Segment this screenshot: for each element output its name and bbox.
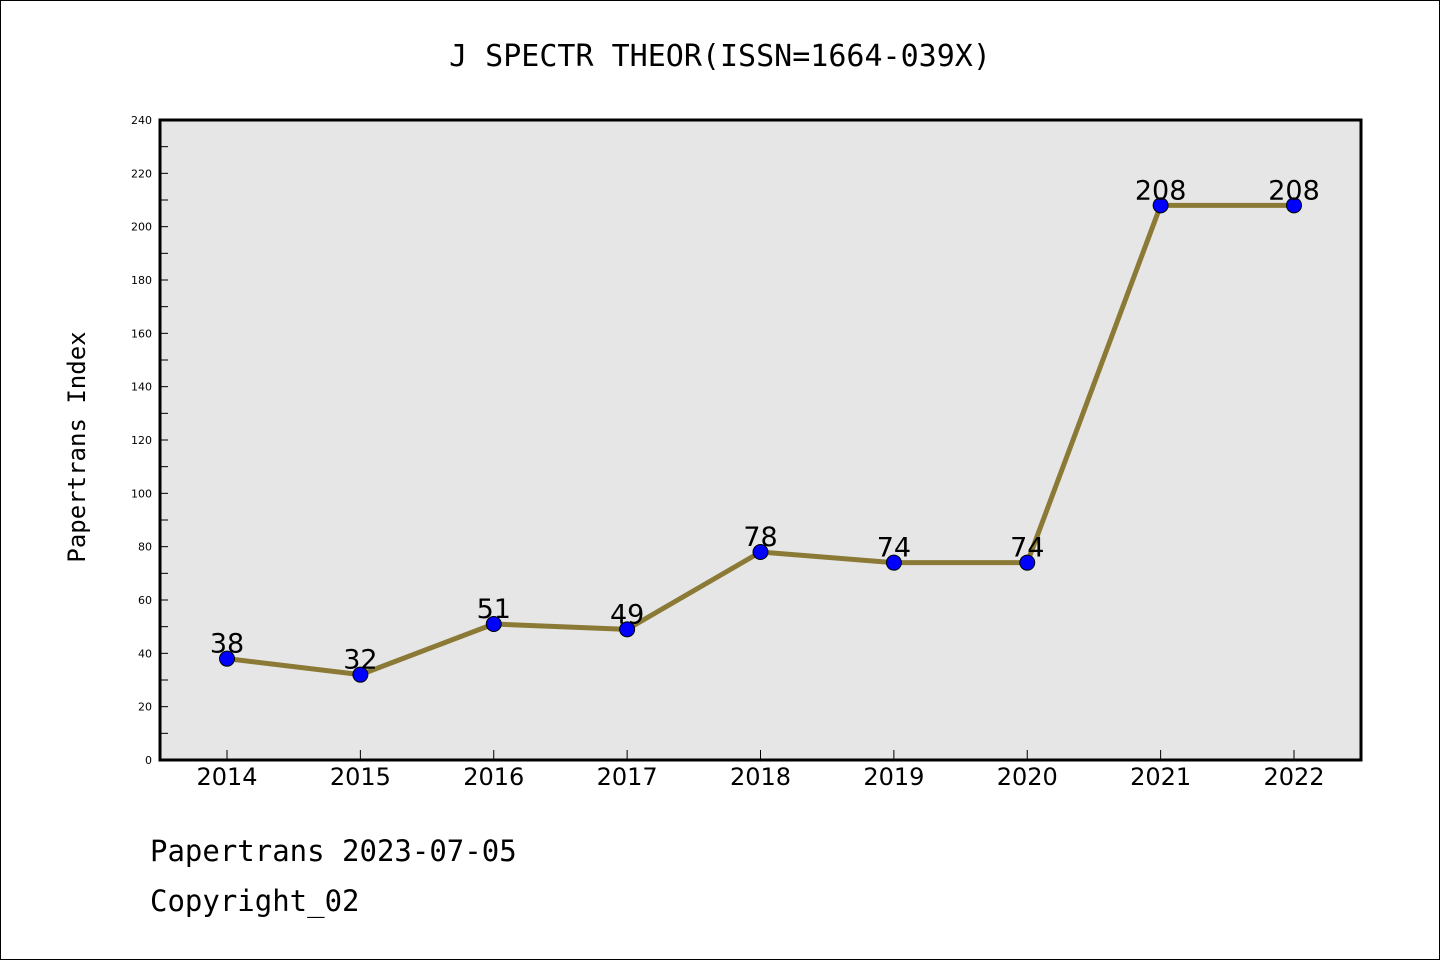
x-tick-label: 2019 — [863, 763, 924, 791]
x-tick-label: 2015 — [330, 763, 391, 791]
data-point — [1152, 197, 1169, 214]
data-label: 208 — [1135, 175, 1187, 206]
data-point — [1286, 197, 1302, 214]
x-tick-label: 2021 — [1130, 763, 1191, 791]
x-tick-label: 2017 — [597, 763, 658, 791]
data-label: 49 — [610, 599, 644, 630]
series-layer: 38 32 51 49 78 74 74 208 208 — [210, 175, 1320, 683]
x-axis: 2014 2015 2016 2017 2018 2019 2020 2021 2022 — [196, 750, 1325, 791]
y-tick-label: 20 — [138, 701, 152, 714]
y-tick-label: 40 — [138, 647, 152, 660]
y-tick-label: 180 — [131, 274, 152, 287]
data-label: 32 — [343, 645, 377, 676]
plot-area — [158, 118, 1363, 762]
data-label: 78 — [743, 522, 777, 553]
data-point — [885, 554, 902, 571]
data-label: 38 — [210, 629, 244, 660]
y-tick-label: 160 — [131, 327, 152, 340]
x-tick-label: 2022 — [1263, 763, 1324, 791]
x-tick-label: 2020 — [997, 763, 1058, 791]
y-tick-label: 200 — [131, 221, 152, 234]
y-tick-label: 0 — [145, 754, 152, 767]
y-tick-label: 120 — [131, 434, 152, 447]
data-label: 51 — [477, 594, 511, 625]
data-point — [1019, 554, 1036, 571]
y-tick-label: 100 — [131, 487, 152, 500]
data-point — [619, 621, 636, 638]
y-tick-label: 140 — [131, 381, 152, 394]
data-point — [219, 650, 235, 667]
y-tick-label: 60 — [138, 594, 152, 607]
data-label: 74 — [1010, 533, 1044, 564]
y-tick-label: 220 — [131, 167, 152, 180]
data-point — [752, 544, 769, 560]
x-tick-label: 2014 — [196, 763, 257, 791]
x-tick-label: 2016 — [463, 763, 524, 791]
x-tick-label: 2018 — [730, 763, 791, 791]
y-tick-label: 80 — [138, 541, 152, 554]
y-tick-label: 240 — [131, 114, 152, 127]
chart-title: J SPECTR THEOR(ISSN=1664-039X) — [449, 39, 991, 74]
footer-copyright: Copyright_02 — [150, 884, 360, 918]
data-label: 208 — [1268, 175, 1320, 206]
data-point — [485, 616, 502, 632]
data-label: 74 — [877, 533, 911, 564]
y-axis-label: Papertrans Index — [63, 331, 91, 562]
data-point — [352, 666, 369, 683]
footer-date: Papertrans 2023-07-05 — [150, 834, 517, 868]
y-axis: 0 20 40 60 80 100 120 140 160 180 200 220 240 — [131, 114, 168, 767]
